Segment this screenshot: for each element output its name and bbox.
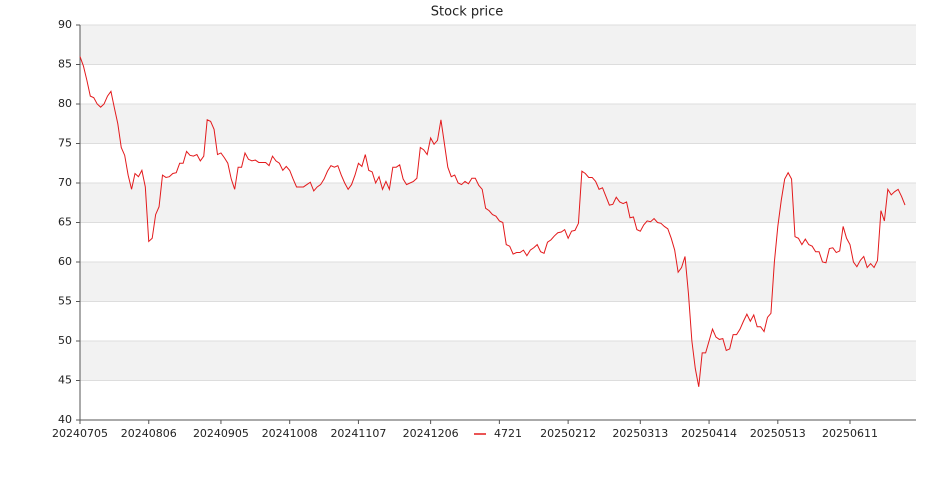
y-tick-label: 40 [58,413,72,426]
legend-box [470,427,528,441]
legend-label: 4721 [494,427,522,440]
y-tick-label: 70 [58,176,72,189]
x-tick-label: 20240905 [193,427,249,440]
grid-band [80,341,916,381]
x-tick-label: 20250513 [750,427,806,440]
x-tick-label: 20241206 [403,427,459,440]
x-tick-label: 20250212 [540,427,596,440]
chart-title: Stock price [431,5,503,20]
x-tick-label: 20241008 [262,427,318,440]
y-tick-label: 80 [58,97,72,110]
y-tick-label: 65 [58,216,72,229]
y-tick-label: 85 [58,58,72,71]
y-tick-label: 75 [58,137,72,150]
grid-band [80,262,916,302]
x-tick-label: 20250414 [681,427,737,440]
x-tick-label: 20241107 [330,427,386,440]
x-tick-label: 20240806 [121,427,177,440]
grid-band [80,183,916,223]
grid-band [80,104,916,144]
y-tick-label: 60 [58,255,72,268]
line-series [79,56,906,387]
y-tick-label: 45 [58,374,72,387]
y-tick-label: 50 [58,334,72,347]
y-tick-label: 55 [58,295,72,308]
grid-band [80,25,916,65]
x-tick-label: 20250611 [822,427,878,440]
y-tick-label: 90 [58,18,72,31]
x-tick-label: 20250313 [612,427,668,440]
x-tick-label: 20240705 [52,427,108,440]
